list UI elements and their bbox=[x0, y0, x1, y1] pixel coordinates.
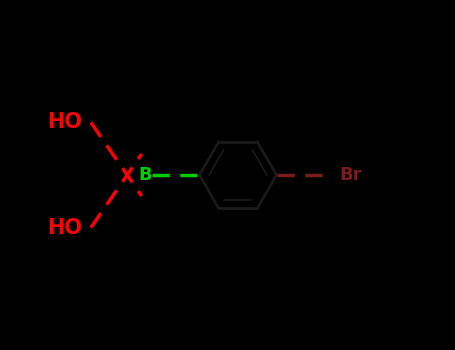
Text: B: B bbox=[138, 166, 152, 184]
Text: Br: Br bbox=[339, 166, 362, 184]
Text: HO: HO bbox=[47, 217, 82, 238]
Text: HO: HO bbox=[47, 112, 82, 133]
